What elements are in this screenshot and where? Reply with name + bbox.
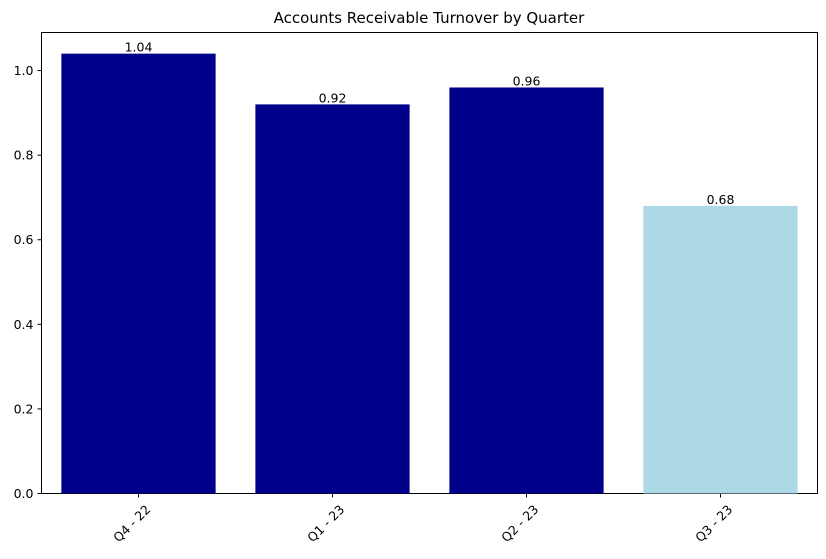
y-tick-label: 0.6 (14, 232, 34, 247)
bar-value-label: 0.96 (513, 73, 541, 88)
bars (61, 53, 798, 494)
bar (643, 205, 798, 494)
bar (61, 53, 216, 494)
y-axis: 0.0 0.2 0.4 0.6 0.8 1.0 (14, 63, 42, 501)
bar (449, 87, 604, 494)
bar (255, 104, 410, 494)
bar-value-label: 0.92 (319, 90, 347, 105)
plot-area (41, 32, 818, 494)
x-tick-label: Q1 - 23 (304, 502, 347, 545)
chart-title: Accounts Receivable Turnover by Quarter (274, 9, 585, 27)
x-tick-label: Q4 - 22 (110, 502, 153, 545)
y-tick-label: 1.0 (14, 63, 34, 78)
y-tick-label: 0.8 (14, 148, 34, 163)
x-tick-label: Q2 - 23 (498, 502, 541, 545)
plot-frame (41, 32, 818, 494)
data-labels: 1.04 0.92 0.96 0.68 (125, 40, 735, 207)
y-tick-label: 0.2 (14, 401, 34, 416)
x-tick-label: Q3 - 23 (692, 502, 735, 545)
x-axis: Q4 - 22 Q1 - 23 Q2 - 23 Q3 - 23 (110, 493, 735, 545)
bar-value-label: 0.68 (707, 192, 735, 207)
y-tick-label: 0.4 (14, 317, 34, 332)
y-tick-label: 0.0 (14, 486, 34, 501)
bar-value-label: 1.04 (125, 40, 153, 55)
